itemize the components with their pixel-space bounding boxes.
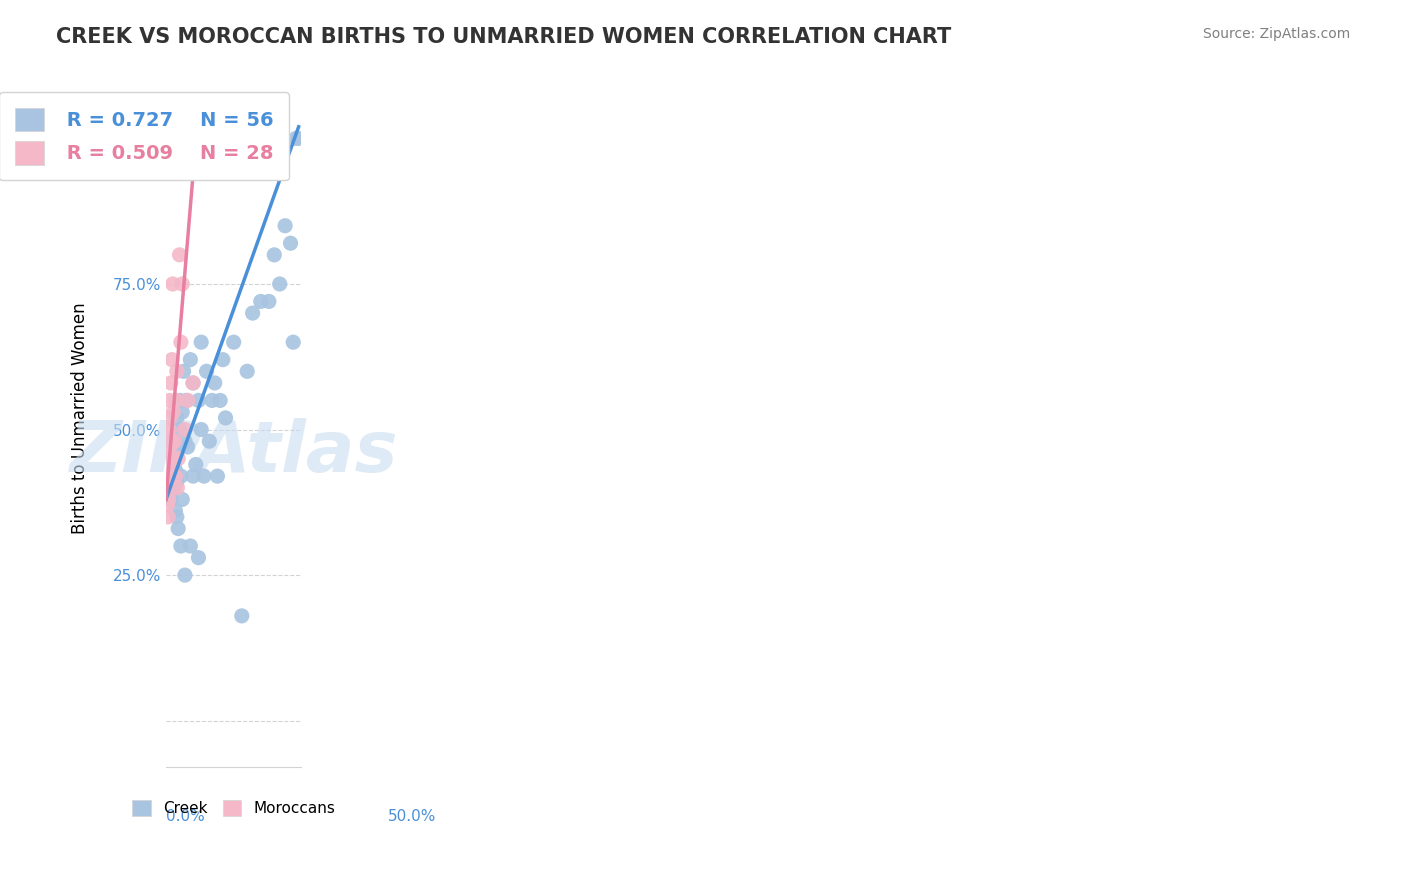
Point [170, 469, 193, 483]
Point [160, 492, 183, 507]
Point [166, 481, 188, 495]
Point [172, 277, 194, 291]
Point [231, 608, 253, 623]
Point [284, 131, 307, 145]
Point [165, 469, 187, 483]
Point [170, 539, 193, 553]
Point [257, 294, 280, 309]
Point [169, 393, 191, 408]
Point [280, 236, 302, 251]
Point [172, 405, 194, 419]
Point [193, 469, 215, 483]
Point [157, 463, 180, 477]
Point [169, 248, 191, 262]
Point [163, 458, 186, 472]
Point [222, 335, 245, 350]
Point [176, 440, 198, 454]
Point [274, 219, 297, 233]
Point [156, 469, 179, 483]
Point [209, 393, 232, 408]
Point [184, 458, 207, 472]
Point [163, 481, 186, 495]
Text: 0.0%: 0.0% [166, 809, 205, 824]
Point [181, 469, 204, 483]
Point [236, 364, 259, 378]
Point [174, 393, 197, 408]
Point [167, 522, 190, 536]
Point [207, 469, 229, 483]
Point [179, 352, 201, 367]
Point [160, 376, 183, 390]
Point [190, 335, 212, 350]
Point [166, 446, 188, 460]
Point [156, 498, 179, 512]
Point [166, 509, 188, 524]
Point [162, 405, 184, 419]
Point [157, 509, 180, 524]
Point [169, 423, 191, 437]
Point [166, 475, 188, 489]
Text: 50.0%: 50.0% [388, 809, 437, 824]
Legend: Creek, Moroccans: Creek, Moroccans [127, 794, 342, 822]
Point [162, 451, 184, 466]
Point [167, 451, 190, 466]
Point [159, 440, 181, 454]
Point [159, 410, 181, 425]
Point [160, 352, 183, 367]
Point [249, 294, 271, 309]
Point [173, 364, 195, 378]
Point [163, 451, 186, 466]
Point [181, 376, 204, 390]
Point [190, 423, 212, 437]
Point [283, 335, 305, 350]
Point [187, 393, 209, 408]
Point [181, 376, 204, 390]
Point [167, 440, 190, 454]
Point [242, 306, 264, 320]
Point [163, 434, 186, 449]
Point [160, 469, 183, 483]
Point [174, 434, 197, 449]
Point [287, 131, 309, 145]
Point [187, 550, 209, 565]
Point [166, 364, 188, 378]
Point [201, 393, 224, 408]
Point [157, 423, 180, 437]
Point [160, 451, 183, 466]
Point [195, 364, 218, 378]
Point [204, 376, 226, 390]
Text: CREEK VS MOROCCAN BIRTHS TO UNMARRIED WOMEN CORRELATION CHART: CREEK VS MOROCCAN BIRTHS TO UNMARRIED WO… [56, 27, 952, 46]
Point [174, 423, 197, 437]
Point [163, 434, 186, 449]
Point [157, 492, 180, 507]
Point [214, 410, 236, 425]
Point [174, 568, 197, 582]
Text: Source: ZipAtlas.com: Source: ZipAtlas.com [1202, 27, 1350, 41]
Text: ZIPAtlas: ZIPAtlas [69, 418, 398, 487]
Point [179, 539, 201, 553]
Point [211, 352, 233, 367]
Point [269, 277, 291, 291]
Point [159, 393, 181, 408]
Point [160, 434, 183, 449]
Point [165, 463, 187, 477]
Point [162, 277, 184, 291]
Point [172, 492, 194, 507]
Y-axis label: Births to Unmarried Women: Births to Unmarried Women [72, 302, 89, 533]
Point [165, 504, 187, 518]
Point [166, 410, 188, 425]
Point [263, 248, 285, 262]
Point [170, 335, 193, 350]
Point [198, 434, 221, 449]
Point [176, 393, 198, 408]
Point [165, 393, 187, 408]
